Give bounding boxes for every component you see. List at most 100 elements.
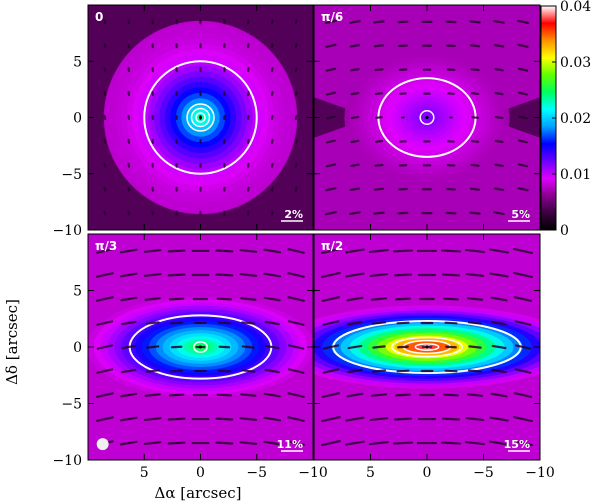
polarization-vector <box>217 321 231 325</box>
vector-scale-label: 2% <box>284 208 303 221</box>
x-axis-title: Δα [arcsec] <box>155 484 242 502</box>
polarization-vector <box>491 320 507 326</box>
polarization-vector <box>466 393 484 397</box>
polarization-vector <box>96 296 114 302</box>
polarization-vector <box>350 163 360 168</box>
polarization-vector <box>103 115 107 120</box>
polarization-vector <box>441 273 461 277</box>
polarization-vector <box>103 186 107 192</box>
polarization-vector <box>143 248 162 253</box>
polarization-vector <box>372 345 386 349</box>
polarization-vector <box>443 393 459 397</box>
polarization-vector <box>121 344 137 350</box>
polarization-vector <box>467 321 483 325</box>
polarization-vector <box>294 138 298 144</box>
x-tick-label: 0 <box>423 465 432 481</box>
polarization-vector <box>287 296 305 302</box>
colorbar-tick-label: 0 <box>560 223 569 239</box>
polarization-vector <box>494 91 504 96</box>
polarization-vector <box>146 345 160 349</box>
polarization-vector <box>294 43 298 49</box>
polarization-vector <box>444 321 458 325</box>
polarization-vector <box>240 393 257 397</box>
polarization-vector <box>96 272 114 278</box>
polarization-vector <box>347 344 363 350</box>
polarization-vector <box>347 320 363 326</box>
polarization-vector <box>466 297 484 301</box>
x-tick-label: −5 <box>473 465 494 481</box>
panel-label: π/6 <box>321 10 343 24</box>
polarization-vector <box>445 345 457 349</box>
polarization-vector <box>346 392 364 398</box>
polarization-vector <box>440 249 462 253</box>
polarization-vector <box>493 19 505 24</box>
y-tick-label: −10 <box>52 223 82 239</box>
polarization-vector <box>263 272 282 278</box>
polarization-vector <box>325 163 337 168</box>
inner-contour <box>186 103 215 132</box>
polarization-vector <box>96 416 114 422</box>
polarization-vector <box>392 441 414 445</box>
y-tick-label: −5 <box>61 397 82 413</box>
polarization-vector <box>239 248 258 253</box>
polarization-vector <box>326 115 336 120</box>
polarization-vector <box>517 163 529 168</box>
polarization-vector <box>168 393 185 397</box>
polarization-vector <box>489 272 509 278</box>
polarization-vector <box>518 115 528 120</box>
polarization-vector <box>263 248 282 254</box>
x-tick-label: 0 <box>196 465 205 481</box>
polarization-vector <box>494 67 504 72</box>
inner-contour <box>414 343 440 351</box>
panel-label: π/3 <box>95 239 117 253</box>
polarization-vector <box>491 344 507 350</box>
x-tick-label: 5 <box>140 465 149 481</box>
polarization-vector <box>517 43 529 48</box>
polarization-vector <box>440 441 462 445</box>
polarization-vector <box>143 272 162 277</box>
y-tick-label: −10 <box>52 453 82 469</box>
inner-contour <box>193 341 208 353</box>
polarization-vector <box>325 43 337 48</box>
polarization-vector <box>396 321 410 325</box>
polarization-vector <box>396 369 410 373</box>
polarization-vector <box>346 296 364 302</box>
polarization-vector <box>216 297 233 301</box>
colorbar: 0 0.01 0.02 0.03 0.04 <box>540 0 591 239</box>
polarization-vector <box>514 368 532 374</box>
polarization-vector <box>513 415 533 423</box>
polarization-vector <box>369 272 389 277</box>
polarization-vector <box>493 43 505 48</box>
polarization-vector <box>374 139 384 143</box>
polarization-vector <box>263 296 281 302</box>
panel-4: π/2 15% 5 0 −5 −10 <box>313 233 555 481</box>
polarization-vector <box>119 248 138 254</box>
polarization-vector <box>96 368 114 374</box>
polarization-vector <box>145 369 160 373</box>
polarization-vector <box>326 139 336 144</box>
polarization-vector <box>287 272 305 278</box>
polarization-vector <box>397 345 409 349</box>
polarization-vector <box>96 344 114 350</box>
y-axis-title: Δδ [arcsec] <box>3 299 21 385</box>
polarization-vector <box>370 393 388 397</box>
polarization-vector <box>350 67 360 72</box>
polarization-vector <box>469 187 481 191</box>
polarization-vector <box>287 440 305 446</box>
x-tick-label: 5 <box>366 465 375 481</box>
polarization-vector <box>322 320 340 326</box>
polarization-vector <box>368 248 390 254</box>
polarization-vector <box>345 416 365 422</box>
polarization-vector <box>321 392 341 398</box>
polarization-vector <box>347 368 363 374</box>
polarization-vector <box>373 211 385 215</box>
polarization-vector <box>287 392 305 398</box>
polarization-vector <box>103 162 107 168</box>
polarization-vector <box>324 19 337 25</box>
polarization-vector <box>264 344 280 350</box>
polarization-vector <box>144 393 161 397</box>
polarization-vector <box>395 297 411 301</box>
polarization-vector <box>513 247 533 255</box>
polarization-vector <box>239 417 258 422</box>
inner-contour <box>390 336 464 358</box>
